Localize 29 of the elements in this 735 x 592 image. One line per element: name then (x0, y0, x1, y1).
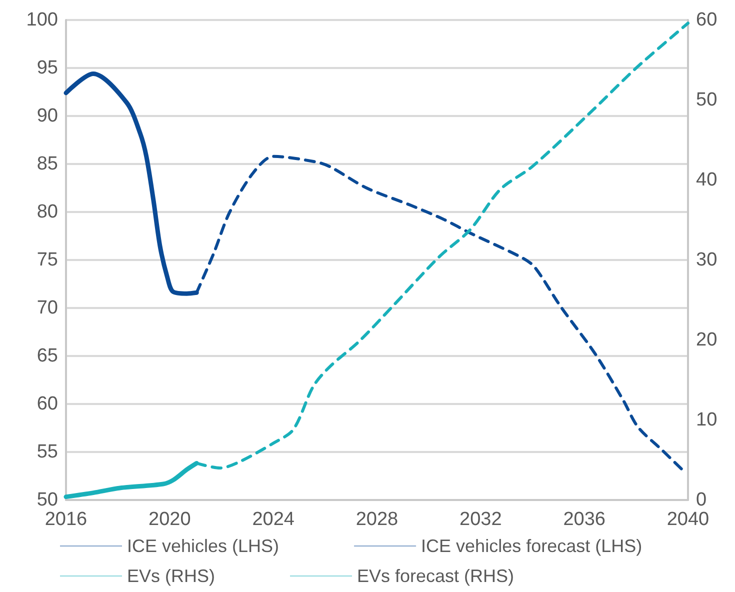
y-tick-label: 70 (36, 298, 58, 318)
y-tick-label: 95 (36, 58, 58, 78)
x-tick-label: 2032 (460, 509, 502, 530)
y2-tick-label: 10 (696, 410, 718, 430)
y-tick-label: 50 (36, 490, 58, 510)
y-tick-label: 65 (36, 346, 58, 366)
x-tick-label: 2016 (44, 509, 88, 530)
y-tick-label: 55 (36, 442, 58, 462)
y2-tick-label: 40 (696, 170, 718, 190)
x-tick-label: 2020 (148, 509, 191, 530)
x-tick-label: 2024 (252, 509, 295, 530)
y-tick-label: 100 (26, 10, 58, 30)
x-tick-label: 2028 (356, 509, 398, 530)
y2-tick-label: 30 (696, 250, 718, 270)
legend-label: EVs forecast (RHS) (357, 566, 514, 586)
legend-label: ICE vehicles forecast (LHS) (421, 536, 642, 556)
y-tick-label: 80 (36, 202, 58, 222)
y2-tick-label: 50 (696, 90, 718, 110)
y2-tick-label: 60 (696, 10, 718, 30)
y2-tick-label: 0 (696, 490, 707, 510)
y-tick-label: 60 (36, 394, 58, 414)
legend-label: ICE vehicles (LHS) (127, 536, 280, 556)
y2-tick-label: 20 (696, 330, 718, 350)
y-tick-label: 75 (36, 250, 58, 270)
x-tick-label: 2040 (666, 509, 710, 530)
x-tick-label: 2036 (563, 509, 606, 530)
legend-label: EVs (RHS) (127, 566, 216, 586)
y-tick-label: 85 (36, 154, 58, 174)
y-tick-label: 90 (36, 106, 58, 126)
